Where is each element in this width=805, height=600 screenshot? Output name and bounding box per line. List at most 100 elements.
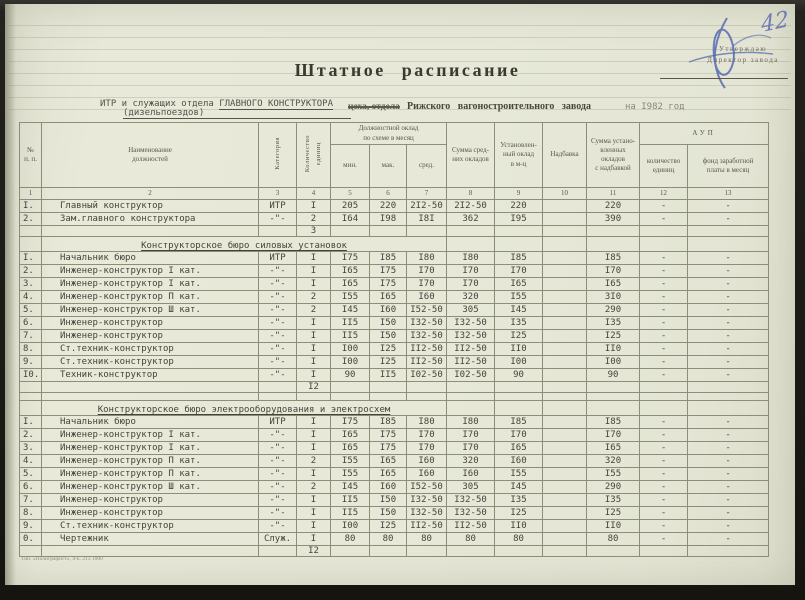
cell-name: Ст.техник-конструктор	[41, 355, 259, 369]
cell-num: 9.	[19, 519, 42, 533]
cell-qty: I	[296, 368, 331, 382]
cell-empty	[687, 225, 770, 237]
cell-aup_qty: -	[639, 506, 689, 520]
cell-sum_avg: 305	[446, 480, 496, 494]
col-header-salary-group: Должностной оклад по схеме в месяц	[329, 122, 448, 145]
cell-allow	[542, 329, 588, 343]
cell-avg: II2-50	[405, 342, 448, 356]
cell-min: 90	[330, 368, 370, 382]
table-row: 2. Инженер-конструктор I кат. -"- I I65 I75 I7…	[19, 428, 770, 442]
cell-empty	[369, 392, 407, 401]
cell-sum_avg: 80	[446, 532, 496, 546]
cell-empty	[258, 392, 297, 401]
cell-sum_avg: II2-50	[446, 519, 496, 533]
col-numbers-row: 1 2 3 4 5 6 7 8 9 10 11 12 13	[19, 187, 770, 200]
cell-set: I60	[494, 454, 544, 468]
col-number: 3	[258, 187, 297, 200]
cell-max: I85	[369, 251, 407, 265]
cell-max: 220	[369, 199, 407, 213]
cell-sum_avg: I70	[446, 428, 496, 442]
subtotal-row: I2	[19, 381, 770, 393]
cell-sum_set: 290	[586, 480, 641, 494]
section-title: Конструкторское бюро силовых установок	[141, 241, 347, 251]
cell-avg: I80	[405, 251, 448, 265]
cell-set: I45	[494, 303, 544, 317]
cell-empty	[494, 381, 544, 393]
cell-min: I65	[330, 428, 370, 442]
cell-cat: -"-	[258, 441, 297, 455]
cell-max: I50	[369, 316, 407, 330]
table-row: 3. Инженер-конструктор I кат. -"- I I65 I75 I7…	[19, 277, 770, 291]
cell-aup_fund: -	[687, 290, 770, 304]
col-header-max: мак.	[369, 144, 407, 188]
cell-sum_set: I65	[586, 441, 641, 455]
cell-min: I75	[330, 251, 370, 265]
cell-sum_avg: I32-50	[446, 329, 496, 343]
cell-min: 80	[330, 532, 370, 546]
cell-qty: I	[296, 329, 331, 343]
cell-name: Зам.главного конструктора	[41, 212, 259, 226]
cell-min: I45	[330, 480, 370, 494]
table-row: 8. Инженер-конструктор -"- I II5 I50 I32-50 I32…	[19, 506, 770, 520]
cell-avg: I02-50	[405, 368, 448, 382]
cell-cat: -"-	[258, 290, 297, 304]
cell-aup_qty: -	[639, 290, 689, 304]
cell-cat	[258, 225, 297, 237]
col-number: 13	[687, 187, 770, 200]
cell-cat	[258, 545, 297, 557]
cell-empty	[586, 400, 641, 416]
cell-allow	[542, 493, 588, 507]
cell-aup_fund: -	[687, 480, 770, 494]
cell-empty	[639, 545, 689, 557]
cell-num: 4.	[19, 454, 42, 468]
cell-max: I25	[369, 519, 407, 533]
cell-aup_fund: -	[687, 264, 770, 278]
cell-empty	[586, 381, 641, 393]
cell-avg: I70	[405, 264, 448, 278]
cell-empty	[446, 392, 496, 401]
cell-allow	[542, 454, 588, 468]
cell-set: II0	[494, 519, 544, 533]
cell-num: 2.	[19, 212, 42, 226]
cell-aup_fund: -	[687, 428, 770, 442]
cell-num: 2.	[19, 264, 42, 278]
printer-imprint: Тип. «Полиграфист», 4-к. 213 1000	[21, 556, 103, 562]
cell-empty	[330, 225, 370, 237]
cell-max: I75	[369, 264, 407, 278]
cell-set: I55	[494, 467, 544, 481]
cell-num: 8.	[19, 506, 42, 520]
cell-set: I55	[494, 290, 544, 304]
cell-num	[19, 381, 42, 393]
subtitle-typed-emphasis: ГЛАВНОГО КОНСТРУКТОРА	[219, 99, 334, 110]
table-row: I. Начальник бюро ИТР I I75 I85 I80 I80 I85 I85- -	[19, 251, 770, 265]
cell-qty: I	[296, 467, 331, 481]
cell-empty	[19, 392, 42, 401]
cell-sum_avg: I70	[446, 277, 496, 291]
cell-min: I75	[330, 415, 370, 429]
table-row: I0. Техник-конструктор -"- I 90 II5 I02-50 I02-…	[19, 368, 770, 382]
cell-name: Чертежник	[41, 532, 259, 546]
subtitle-typed-prefix: ИТР и служащих отдела	[100, 99, 220, 109]
cell-name	[41, 381, 259, 393]
page-binding-edge	[5, 4, 16, 585]
cell-empty	[542, 225, 588, 237]
col-number: 5	[330, 187, 370, 200]
cell-avg: I60	[405, 454, 448, 468]
cell-aup_qty: -	[639, 264, 689, 278]
cell-subtotal-qty: I2	[296, 381, 331, 393]
cell-min: I00	[330, 355, 370, 369]
cell-allow	[542, 415, 588, 429]
cell-max: I65	[369, 290, 407, 304]
cell-set: I65	[494, 277, 544, 291]
cell-max: 80	[369, 532, 407, 546]
cell-sum_avg: 320	[446, 290, 496, 304]
cell-avg: I32-50	[405, 316, 448, 330]
cell-min: I55	[330, 454, 370, 468]
cell-avg: I52-50	[405, 480, 448, 494]
cell-qty: I	[296, 532, 331, 546]
cell-qty: I	[296, 199, 331, 213]
table-row: 2. Зам.главного конструктора -"- 2 I64 I98 I8I…	[19, 212, 770, 226]
cell-set: I85	[494, 415, 544, 429]
cell-empty	[369, 545, 407, 557]
cell-empty	[542, 236, 588, 252]
